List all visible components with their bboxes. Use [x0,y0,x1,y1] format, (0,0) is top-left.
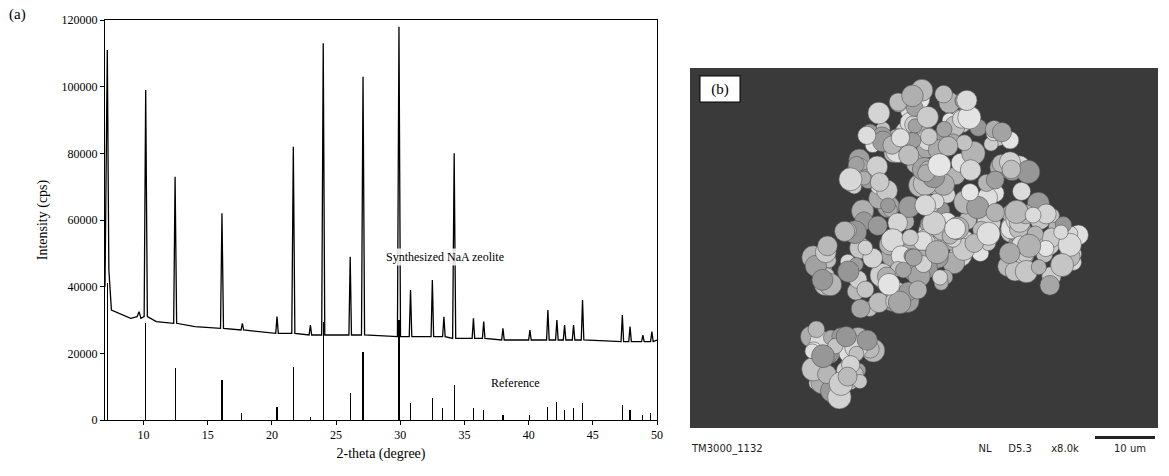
svg-text:Intensity (cps): Intensity (cps) [35,179,51,260]
svg-text:0: 0 [92,413,98,427]
svg-text:20: 20 [266,428,278,442]
svg-text:10: 10 [138,428,150,442]
svg-text:60000: 60000 [68,213,98,227]
svg-text:(b): (b) [711,81,729,98]
svg-text:NL: NL [978,443,991,454]
svg-text:20000: 20000 [68,347,98,361]
svg-text:50: 50 [651,428,663,442]
svg-text:(a): (a) [9,6,26,23]
svg-text:10 um: 10 um [1114,443,1146,454]
svg-text:x8.0k: x8.0k [1051,443,1079,454]
svg-text:TM3000_1132: TM3000_1132 [691,443,763,455]
svg-text:15: 15 [202,428,214,442]
svg-text:80000: 80000 [68,147,98,161]
svg-text:30: 30 [394,428,406,442]
svg-text:2-theta (degree): 2-theta (degree) [337,446,426,462]
svg-text:100000: 100000 [62,80,98,94]
svg-text:120000: 120000 [62,13,98,27]
svg-text:Synthesized NaA zeolite: Synthesized NaA zeolite [386,250,504,264]
svg-text:25: 25 [330,428,342,442]
svg-text:D5.3: D5.3 [1008,443,1032,454]
svg-text:40: 40 [523,428,535,442]
svg-text:Reference: Reference [491,376,540,390]
svg-text:45: 45 [587,428,599,442]
svg-text:40000: 40000 [68,280,98,294]
svg-text:35: 35 [458,428,470,442]
